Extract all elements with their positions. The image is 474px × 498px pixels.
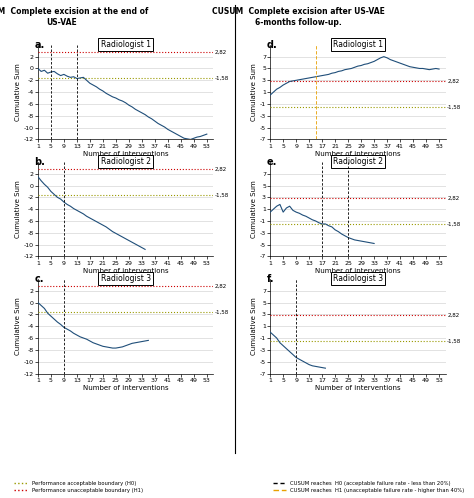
Text: a.: a. [35, 40, 45, 50]
Text: -1,58: -1,58 [215, 75, 229, 80]
Text: Radiologist 2: Radiologist 2 [333, 157, 383, 166]
Y-axis label: Cumulative Sum: Cumulative Sum [15, 297, 21, 355]
Text: 2,82: 2,82 [215, 166, 227, 171]
Text: Radiologist 2: Radiologist 2 [100, 157, 151, 166]
Text: c.: c. [35, 274, 44, 284]
Text: Radiologist 1: Radiologist 1 [333, 40, 383, 49]
Text: b.: b. [35, 157, 46, 167]
Text: e.: e. [267, 157, 277, 167]
Y-axis label: Cumulative Sum: Cumulative Sum [251, 297, 257, 355]
Text: 2,82: 2,82 [447, 196, 459, 201]
Text: CUSUM  Complete excision after US-VAE
6-months follow-up.: CUSUM Complete excision after US-VAE 6-m… [212, 7, 385, 27]
X-axis label: Number of interventions: Number of interventions [315, 268, 401, 274]
Text: Radiologist 1: Radiologist 1 [100, 40, 151, 49]
Y-axis label: Cumulative Sum: Cumulative Sum [251, 63, 257, 121]
Text: -1,58: -1,58 [447, 339, 461, 344]
X-axis label: Number of interventions: Number of interventions [83, 385, 168, 391]
Text: 2,82: 2,82 [215, 283, 227, 288]
Legend: Performance acceptable boundary (H0), Performance unacceptable boundary (H1): Performance acceptable boundary (H0), Pe… [12, 479, 145, 496]
Text: 2,82: 2,82 [447, 79, 459, 84]
Text: CUSUM  Complete excision at the end of
US-VAE: CUSUM Complete excision at the end of US… [0, 7, 149, 27]
Text: -1,58: -1,58 [447, 222, 461, 227]
Y-axis label: Cumulative Sum: Cumulative Sum [15, 63, 21, 121]
Text: f.: f. [267, 274, 274, 284]
Y-axis label: Cumulative Sum: Cumulative Sum [251, 180, 257, 238]
X-axis label: Number of interventions: Number of interventions [315, 151, 401, 157]
Text: -1,58: -1,58 [215, 309, 229, 314]
Text: d.: d. [267, 40, 277, 50]
X-axis label: Number of interventions: Number of interventions [83, 268, 168, 274]
Text: 2,82: 2,82 [215, 49, 227, 54]
Text: Radiologist 3: Radiologist 3 [100, 274, 151, 283]
X-axis label: Number of interventions: Number of interventions [83, 151, 168, 157]
Text: -1,58: -1,58 [215, 192, 229, 197]
Text: Radiologist 3: Radiologist 3 [333, 274, 383, 283]
Text: 2,82: 2,82 [447, 313, 459, 318]
X-axis label: Number of interventions: Number of interventions [315, 385, 401, 391]
Text: -1,58: -1,58 [447, 105, 461, 110]
Legend: CUSUM reaches  H0 (acceptable failure rate - less than 20%), CUSUM reaches  H1 (: CUSUM reaches H0 (acceptable failure rat… [271, 479, 466, 496]
Y-axis label: Cumulative Sum: Cumulative Sum [15, 180, 21, 238]
